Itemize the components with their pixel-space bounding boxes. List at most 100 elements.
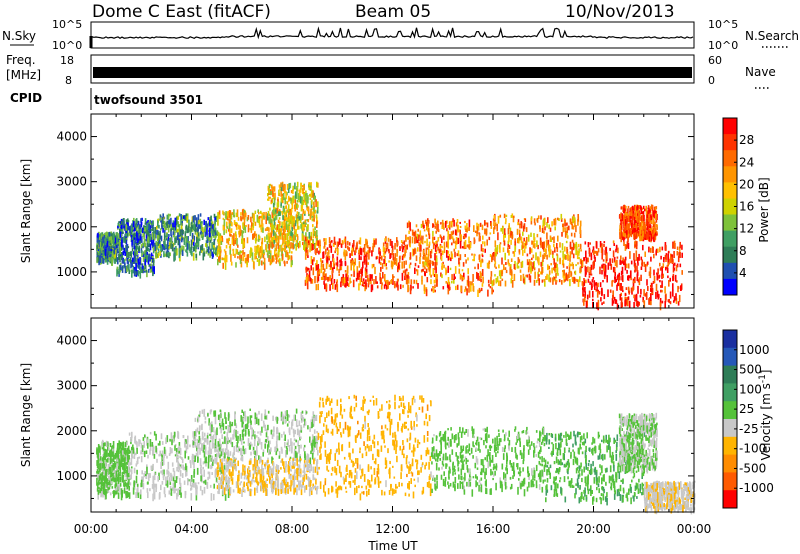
- echo-cell: [575, 241, 578, 248]
- echo-cell: [142, 256, 145, 262]
- echo-cell: [274, 249, 276, 256]
- echo-cell: [201, 474, 203, 483]
- echo-cell: [128, 267, 130, 272]
- echo-cell: [309, 247, 311, 253]
- echo-cell: [548, 244, 550, 251]
- echo-cell: [222, 224, 225, 231]
- echo-cell: [242, 230, 244, 234]
- echo-cell: [385, 247, 388, 252]
- echo-cell: [443, 227, 445, 230]
- echo-cell: [318, 245, 320, 248]
- echo-cell: [255, 237, 257, 244]
- echo-cell: [231, 237, 234, 245]
- echo-cell: [443, 247, 446, 254]
- echo-cell: [513, 215, 515, 218]
- echo-cell: [137, 258, 140, 265]
- echo-cell: [118, 271, 120, 274]
- echo-cell: [452, 230, 455, 234]
- echo-cell: [536, 217, 539, 223]
- echo-cell: [189, 460, 192, 464]
- echo-cell: [172, 476, 175, 482]
- echo-cell: [590, 273, 593, 276]
- echo-cell: [312, 228, 315, 234]
- echo-cell: [455, 285, 457, 291]
- echo-cell: [538, 274, 540, 277]
- echo-cell: [102, 466, 105, 471]
- echo-cell: [639, 233, 641, 242]
- echo-cell: [559, 258, 561, 265]
- echo-cell: [358, 261, 361, 268]
- echo-cell: [272, 186, 275, 190]
- echo-cell: [120, 230, 123, 237]
- echo-cell: [271, 241, 273, 249]
- echo-cell: [120, 220, 123, 225]
- echo-cell: [220, 237, 222, 242]
- echo-cell: [117, 451, 119, 454]
- echo-cell: [142, 437, 145, 441]
- echo-cell: [222, 455, 225, 459]
- echo-cell: [432, 230, 434, 237]
- echo-cell: [547, 239, 550, 246]
- echo-cell: [206, 223, 209, 229]
- echo-cell: [366, 274, 369, 282]
- echo-cell: [385, 242, 388, 247]
- echo-cell: [199, 485, 202, 491]
- echo-cell: [305, 193, 307, 202]
- echo-cell: [473, 253, 475, 262]
- echo-cell: [306, 274, 309, 281]
- echo-cell: [653, 269, 655, 276]
- echo-cell: [244, 225, 247, 233]
- echo-cell: [155, 485, 157, 493]
- echo-cell: [141, 217, 143, 221]
- echo-cell: [359, 277, 362, 286]
- echo-cell: [270, 258, 273, 265]
- echo-cell: [201, 234, 204, 237]
- echo-cell: [144, 265, 147, 270]
- echo-cell: [451, 281, 453, 284]
- echo-cell: [228, 226, 231, 234]
- echo-cell: [440, 272, 442, 277]
- echo-cell: [267, 193, 269, 197]
- echo-cell: [364, 267, 367, 271]
- echo-cell: [106, 478, 108, 484]
- echo-cell: [588, 290, 591, 298]
- echo-cell: [464, 289, 466, 293]
- echo-cell: [437, 229, 440, 233]
- echo-cell: [592, 246, 595, 252]
- echo-cell: [101, 462, 103, 470]
- echo-cell: [118, 442, 121, 450]
- echo-cell: [114, 470, 116, 478]
- echo-cell: [237, 251, 240, 256]
- echo-cell: [216, 449, 219, 453]
- echo-cell: [326, 247, 329, 251]
- echo-cell: [592, 261, 594, 270]
- echo-cell: [480, 278, 482, 283]
- echo-cell: [358, 274, 360, 280]
- echo-cell: [284, 224, 286, 229]
- echo-cell: [316, 181, 318, 188]
- echo-cell: [360, 248, 363, 256]
- echo-cell: [401, 261, 403, 269]
- echo-cell: [620, 283, 622, 291]
- echo-cell: [118, 221, 120, 224]
- echo-cell: [397, 284, 399, 291]
- echo-cell: [269, 196, 271, 199]
- echo-cell: [159, 251, 161, 256]
- echo-cell: [230, 220, 232, 226]
- echo-cell: [647, 207, 649, 210]
- echo-cell: [540, 240, 542, 248]
- echo-cell: [629, 275, 631, 279]
- echo-cell: [394, 245, 396, 250]
- echo-cell: [143, 225, 145, 231]
- echo-cell: [405, 260, 407, 265]
- echo-cell: [98, 486, 100, 489]
- echo-cell: [153, 233, 156, 241]
- echo-cell: [103, 487, 105, 495]
- echo-cell: [644, 251, 646, 257]
- echo-cell: [568, 225, 570, 231]
- echo-cell: [135, 271, 138, 275]
- echo-cell: [269, 253, 272, 260]
- echo-cell: [306, 236, 309, 241]
- echo-cell: [317, 206, 319, 210]
- echo-cell: [200, 468, 203, 476]
